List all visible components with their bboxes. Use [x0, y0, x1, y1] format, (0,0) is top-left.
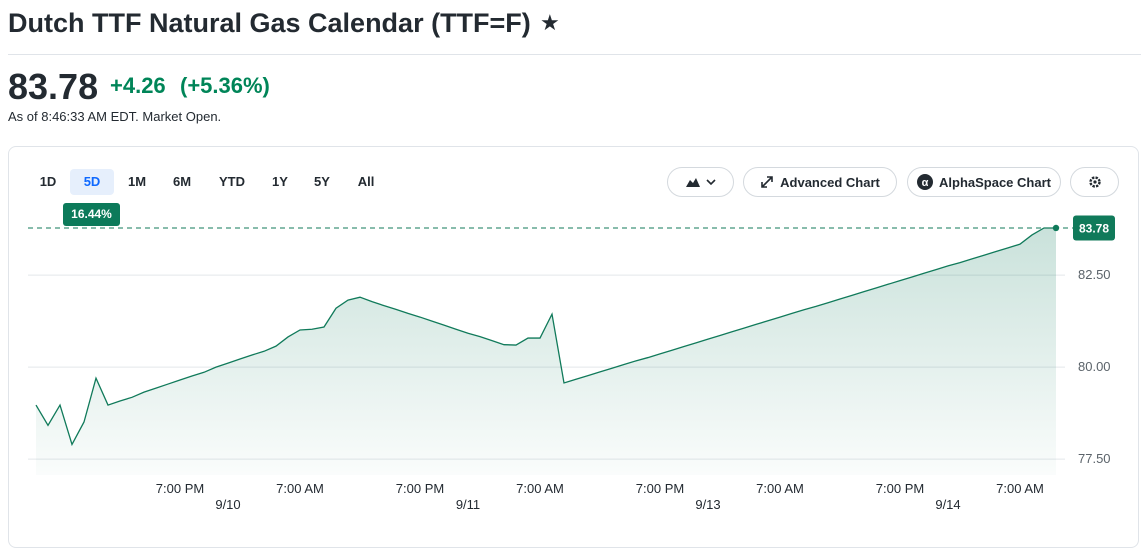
range-button[interactable]: All [357, 174, 375, 189]
range-button[interactable]: YTD [219, 174, 245, 189]
price-change: +4.26 [110, 73, 166, 98]
page: 77.50 80.00 82.50 7:00 PM 7:00 AM 7:00 PM 7:00… [8, 8, 1141, 548]
x-tick-label: 7:00 PM [636, 481, 684, 496]
x-tick-label: 7:00 AM [516, 481, 564, 496]
gear-icon [1088, 176, 1101, 188]
price: 83.78 [8, 66, 99, 107]
price-line [35, 227, 1056, 447]
alphaspace-button[interactable]: α AlphaSpace Chart [907, 167, 1061, 197]
expand-icon [761, 176, 773, 188]
x-date-label: 9/10 [215, 497, 240, 512]
range-button[interactable]: 5D [70, 169, 114, 195]
x-tick-label: 7:00 PM [156, 481, 204, 496]
chart-type-button[interactable] [667, 167, 734, 197]
range-button[interactable]: 1M [127, 174, 147, 189]
area-icon [685, 178, 700, 187]
area-fill [36, 227, 1056, 475]
price-change-pct: (+5.36%) [180, 73, 270, 98]
range-button[interactable]: 5Y [314, 174, 330, 189]
svg-text:α: α [922, 177, 929, 189]
chart-panel [8, 146, 1139, 548]
reference-label: 83.78 [1079, 221, 1109, 235]
y-tick-label: 80.00 [1078, 359, 1111, 374]
x-tick-label: 7:00 AM [996, 481, 1044, 496]
button-label: Advanced Chart [780, 174, 880, 190]
y-tick-label: 77.50 [1078, 451, 1111, 466]
range-button[interactable]: 6M [172, 174, 192, 189]
y-tick-label: 82.50 [1078, 267, 1111, 282]
settings-button[interactable] [1070, 167, 1119, 197]
x-date-label: 9/14 [935, 497, 960, 512]
as-of: As of 8:46:33 AM EDT. Market Open. [8, 109, 222, 124]
x-tick-label: 7:00 AM [756, 481, 804, 496]
button-label: AlphaSpace Chart [939, 174, 1051, 190]
x-date-label: 9/11 [456, 497, 480, 512]
range-button[interactable]: 1D [39, 174, 57, 189]
x-tick-label: 7:00 PM [876, 481, 924, 496]
x-tick-label: 7:00 AM [276, 481, 324, 496]
x-tick-label: 7:00 PM [396, 481, 444, 496]
chevron [705, 179, 716, 186]
advanced-chart-button[interactable]: Advanced Chart [743, 167, 897, 197]
reference-badge [1073, 215, 1115, 241]
range-button[interactable]: 1Y [272, 174, 288, 189]
watch-star[interactable]: ★ [540, 10, 560, 35]
page-title: Dutch TTF Natural Gas Calendar (TTF=F) [8, 8, 531, 38]
divider [8, 54, 1141, 55]
chart: 77.50 80.00 82.50 7:00 PM 7:00 AM 7:00 PM 7:00… [28, 215, 1115, 512]
alpha-icon: α [917, 174, 933, 190]
range-change: 16.44% [63, 203, 120, 226]
x-date-label: 9/13 [695, 497, 720, 512]
